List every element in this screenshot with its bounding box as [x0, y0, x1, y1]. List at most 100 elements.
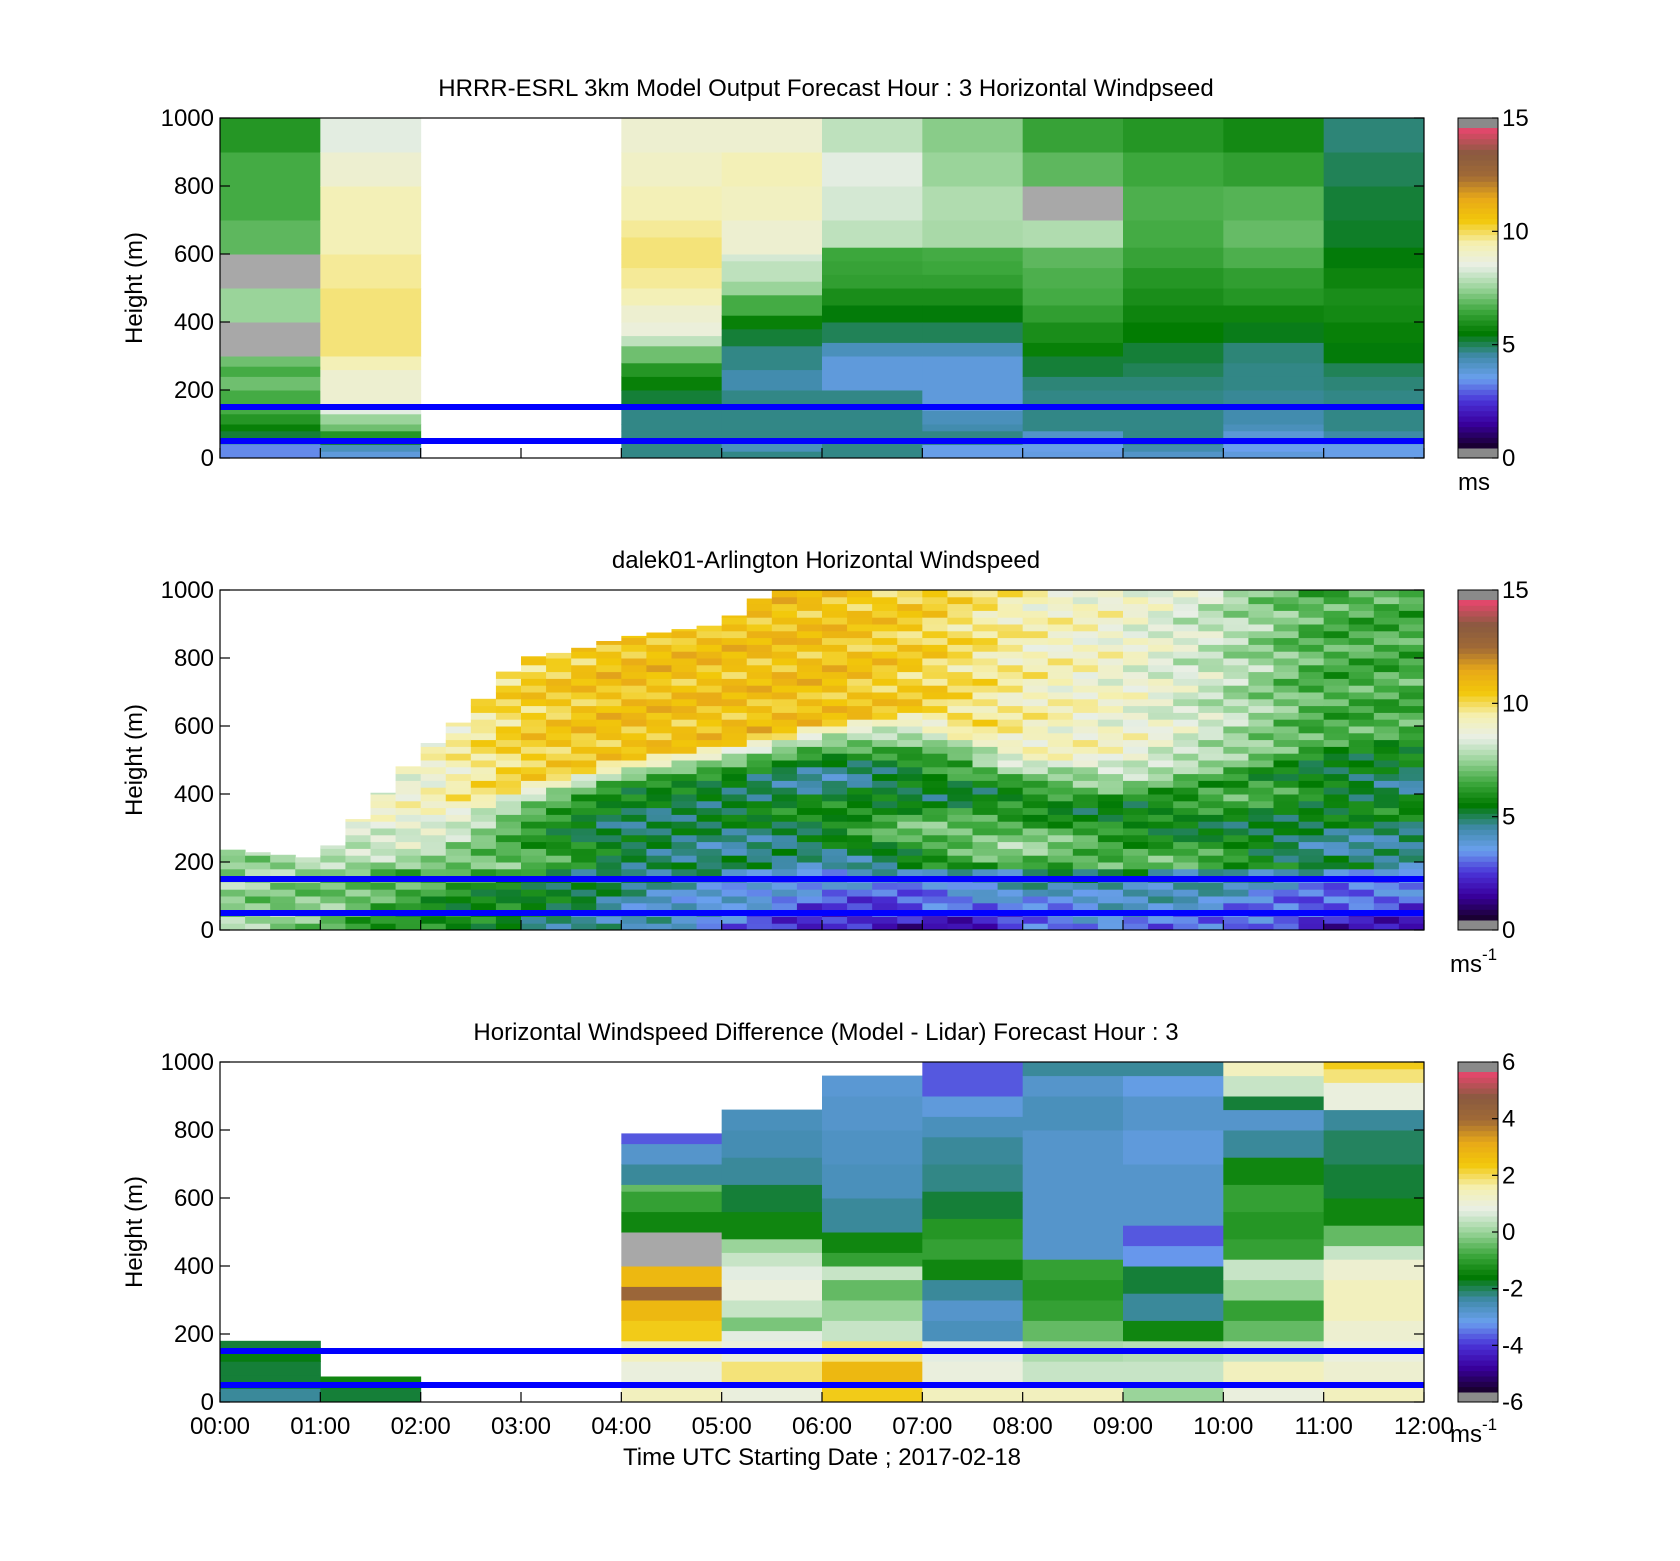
heatmap-cell: [922, 719, 948, 727]
heatmap-cell: [1398, 855, 1425, 863]
heatmap-cell: [796, 624, 823, 632]
heatmap-cell: [1223, 739, 1249, 747]
heatmap-cell: [947, 712, 973, 720]
heatmap-cell: [1298, 868, 1325, 877]
heatmap-cell: [1348, 841, 1375, 849]
heatmap-cell: [822, 800, 848, 809]
heatmap-cell: [1348, 678, 1375, 686]
heatmap-cell: [872, 841, 898, 849]
heatmap-cell: [1348, 902, 1375, 911]
heatmap-cell: [1323, 152, 1425, 187]
heatmap-cell: [822, 1252, 923, 1267]
heatmap-cell: [1047, 671, 1074, 679]
heatmap-cell: [1298, 692, 1325, 700]
heatmap-cell: [395, 855, 422, 863]
heatmap-cell: [596, 664, 622, 673]
heatmap-cell: [1123, 407, 1224, 425]
heatmap-cell: [847, 814, 873, 822]
heatmap-cell: [671, 841, 698, 849]
heatmap-cell: [721, 644, 748, 652]
heatmap-cell: [671, 807, 698, 815]
heatmap-cell: [1298, 644, 1325, 652]
heatmap-cell: [897, 685, 923, 693]
colorbar-cap-top: [1458, 590, 1498, 600]
heatmap-cell: [1123, 637, 1149, 645]
heatmap-cell: [420, 882, 447, 890]
colorbar-segment: [1458, 1178, 1498, 1185]
heatmap-cell: [245, 902, 271, 911]
heatmap-cell: [521, 855, 547, 863]
heatmap-cell: [470, 855, 497, 863]
heatmap-cell: [947, 671, 973, 679]
heatmap-cell: [1248, 603, 1274, 611]
heatmap-cell: [495, 732, 522, 741]
heatmap-cell: [1072, 814, 1099, 822]
heatmap-cell: [822, 882, 848, 890]
heatmap-cell: [1022, 617, 1049, 625]
heatmap-cell: [420, 916, 447, 924]
heatmap-cell: [571, 753, 597, 761]
colorbar-segment: [1458, 1184, 1498, 1190]
heatmap-cell: [1273, 889, 1300, 897]
heatmap-cell: [420, 834, 447, 843]
heatmap-cell: [1398, 732, 1425, 741]
heatmap-cell: [1323, 862, 1350, 870]
heatmap-cell: [1373, 603, 1400, 611]
heatmap-cell: [1273, 739, 1300, 747]
heatmap-cell: [922, 828, 948, 836]
heatmap-cell: [922, 590, 948, 598]
heatmap-cell: [796, 610, 823, 618]
colorbar-segment: [1458, 818, 1498, 825]
heatmap-cell: [1323, 1259, 1425, 1281]
heatmap-cell: [596, 787, 622, 795]
heatmap-cell: [1323, 362, 1425, 377]
heatmap-cell: [1022, 896, 1049, 904]
heatmap-cell: [1223, 664, 1249, 673]
heatmap-cell: [746, 862, 773, 870]
colorbar-segment: [1458, 1242, 1498, 1249]
heatmap-cell: [1022, 1259, 1124, 1281]
heatmap-cell: [872, 590, 898, 598]
heatmap-cell: [796, 834, 823, 843]
heatmap-cell: [571, 746, 597, 754]
heatmap-cell: [1123, 719, 1149, 727]
heatmap-cell: [922, 658, 948, 666]
heatmap-cell: [1273, 896, 1300, 904]
heatmap-cell: [897, 678, 923, 686]
heatmap-cell: [345, 848, 371, 856]
heatmap-cell: [1273, 902, 1300, 911]
heatmap-cell: [646, 902, 672, 911]
heatmap-cell: [1123, 630, 1149, 639]
heatmap-cell: [1148, 753, 1174, 761]
heatmap-cell: [746, 726, 773, 734]
heatmap-cell: [847, 705, 873, 713]
heatmap-cell: [1173, 617, 1199, 625]
heatmap-cell: [771, 746, 798, 754]
colorbar-tick-label: 0: [1502, 917, 1515, 944]
heatmap-cell: [1373, 712, 1400, 720]
heatmap-cell: [1022, 1300, 1124, 1321]
heatmap-cell: [1123, 896, 1149, 904]
heatmap-cell: [922, 848, 948, 856]
heatmap-cell: [621, 305, 723, 323]
colorbar-segment: [1458, 872, 1498, 878]
heatmap-cell: [1022, 322, 1124, 343]
heatmap-cell: [470, 821, 497, 829]
heatmap-cell: [1123, 644, 1149, 652]
heatmap-cell: [1198, 705, 1224, 713]
heatmap-cell: [771, 685, 798, 693]
heatmap-cell: [1022, 624, 1049, 632]
heatmap-cell: [721, 294, 823, 316]
colorbar-segment: [1458, 128, 1498, 134]
heatmap-cell: [771, 664, 798, 673]
heatmap-cell: [1398, 590, 1425, 598]
x-tick-label: 12:00: [1394, 1413, 1454, 1440]
heatmap-cell: [822, 855, 848, 863]
heatmap-cell: [972, 902, 999, 911]
heatmap-cell: [822, 814, 848, 822]
heatmap-cell: [897, 739, 923, 747]
heatmap-cell: [847, 624, 873, 632]
heatmap-cell: [220, 413, 321, 425]
heatmap-cell: [1248, 726, 1274, 734]
